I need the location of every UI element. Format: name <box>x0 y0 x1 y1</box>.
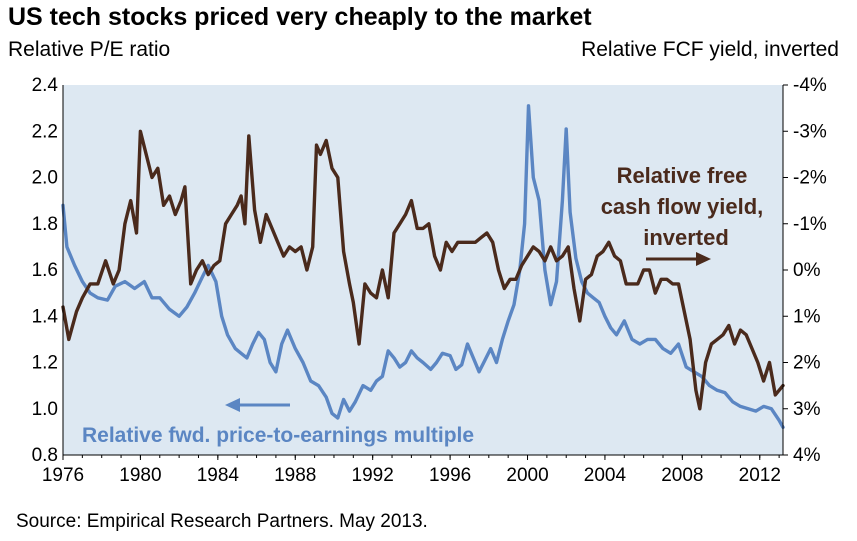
pe-annotation: Relative fwd. price-to-earnings multiple <box>82 424 474 447</box>
pe-series-line <box>61 104 785 429</box>
y-left-tick-label: 2.4 <box>32 75 59 96</box>
y-right-tick-label: 3% <box>793 399 821 420</box>
y-left-tick-label: 2.2 <box>32 121 58 142</box>
fcf-annotation-line-2: cash flow yield, <box>601 194 764 219</box>
y-left-tick-label: 1.2 <box>32 353 58 374</box>
x-tick-label: 2000 <box>506 465 548 486</box>
plot-area <box>63 85 783 455</box>
chart-title: US tech stocks priced very cheaply to th… <box>8 3 592 31</box>
right-arrow-icon <box>646 252 711 266</box>
y-left-tick-label: 1.8 <box>32 214 58 235</box>
left-arrow-icon <box>225 398 290 412</box>
x-tick-label: 2008 <box>661 465 703 486</box>
y-left-tick-label: 1.0 <box>32 399 58 420</box>
x-tick-label: 1980 <box>119 465 161 486</box>
y-left-tick-label: 1.6 <box>32 260 58 281</box>
y-right-tick-label: -2% <box>793 168 827 189</box>
fcf-annotation-line-1: Relative free <box>617 163 748 188</box>
y-right-tick-label: 1% <box>793 306 821 327</box>
x-tick-label: 1996 <box>429 465 471 486</box>
fcf-annotation-line-3: inverted <box>643 225 729 250</box>
y-left-tick-label: 2.0 <box>32 168 58 189</box>
y-right-tick-label: 4% <box>793 445 821 466</box>
x-tick-label: 2004 <box>584 465 627 486</box>
x-tick-label: 1992 <box>352 465 394 486</box>
x-tick-label: 1988 <box>274 465 316 486</box>
x-tick-label: 2012 <box>739 465 781 486</box>
y-left-tick-label: 0.8 <box>32 445 58 466</box>
left-axis-title: Relative P/E ratio <box>8 38 171 61</box>
fcf-series-line <box>61 129 785 411</box>
y-right-tick-label: 0% <box>793 260 821 281</box>
y-right-tick-label: 2% <box>793 353 821 374</box>
x-tick-label: 1976 <box>42 465 84 486</box>
y-left-tick-label: 1.4 <box>32 306 59 327</box>
y-right-tick-label: -1% <box>793 214 827 235</box>
right-axis-title: Relative FCF yield, inverted <box>581 38 839 61</box>
y-right-tick-label: -3% <box>793 121 827 142</box>
x-tick-label: 1984 <box>197 465 240 486</box>
y-right-tick-label: -4% <box>793 75 827 96</box>
source-note: Source: Empirical Research Partners. May… <box>16 511 428 532</box>
